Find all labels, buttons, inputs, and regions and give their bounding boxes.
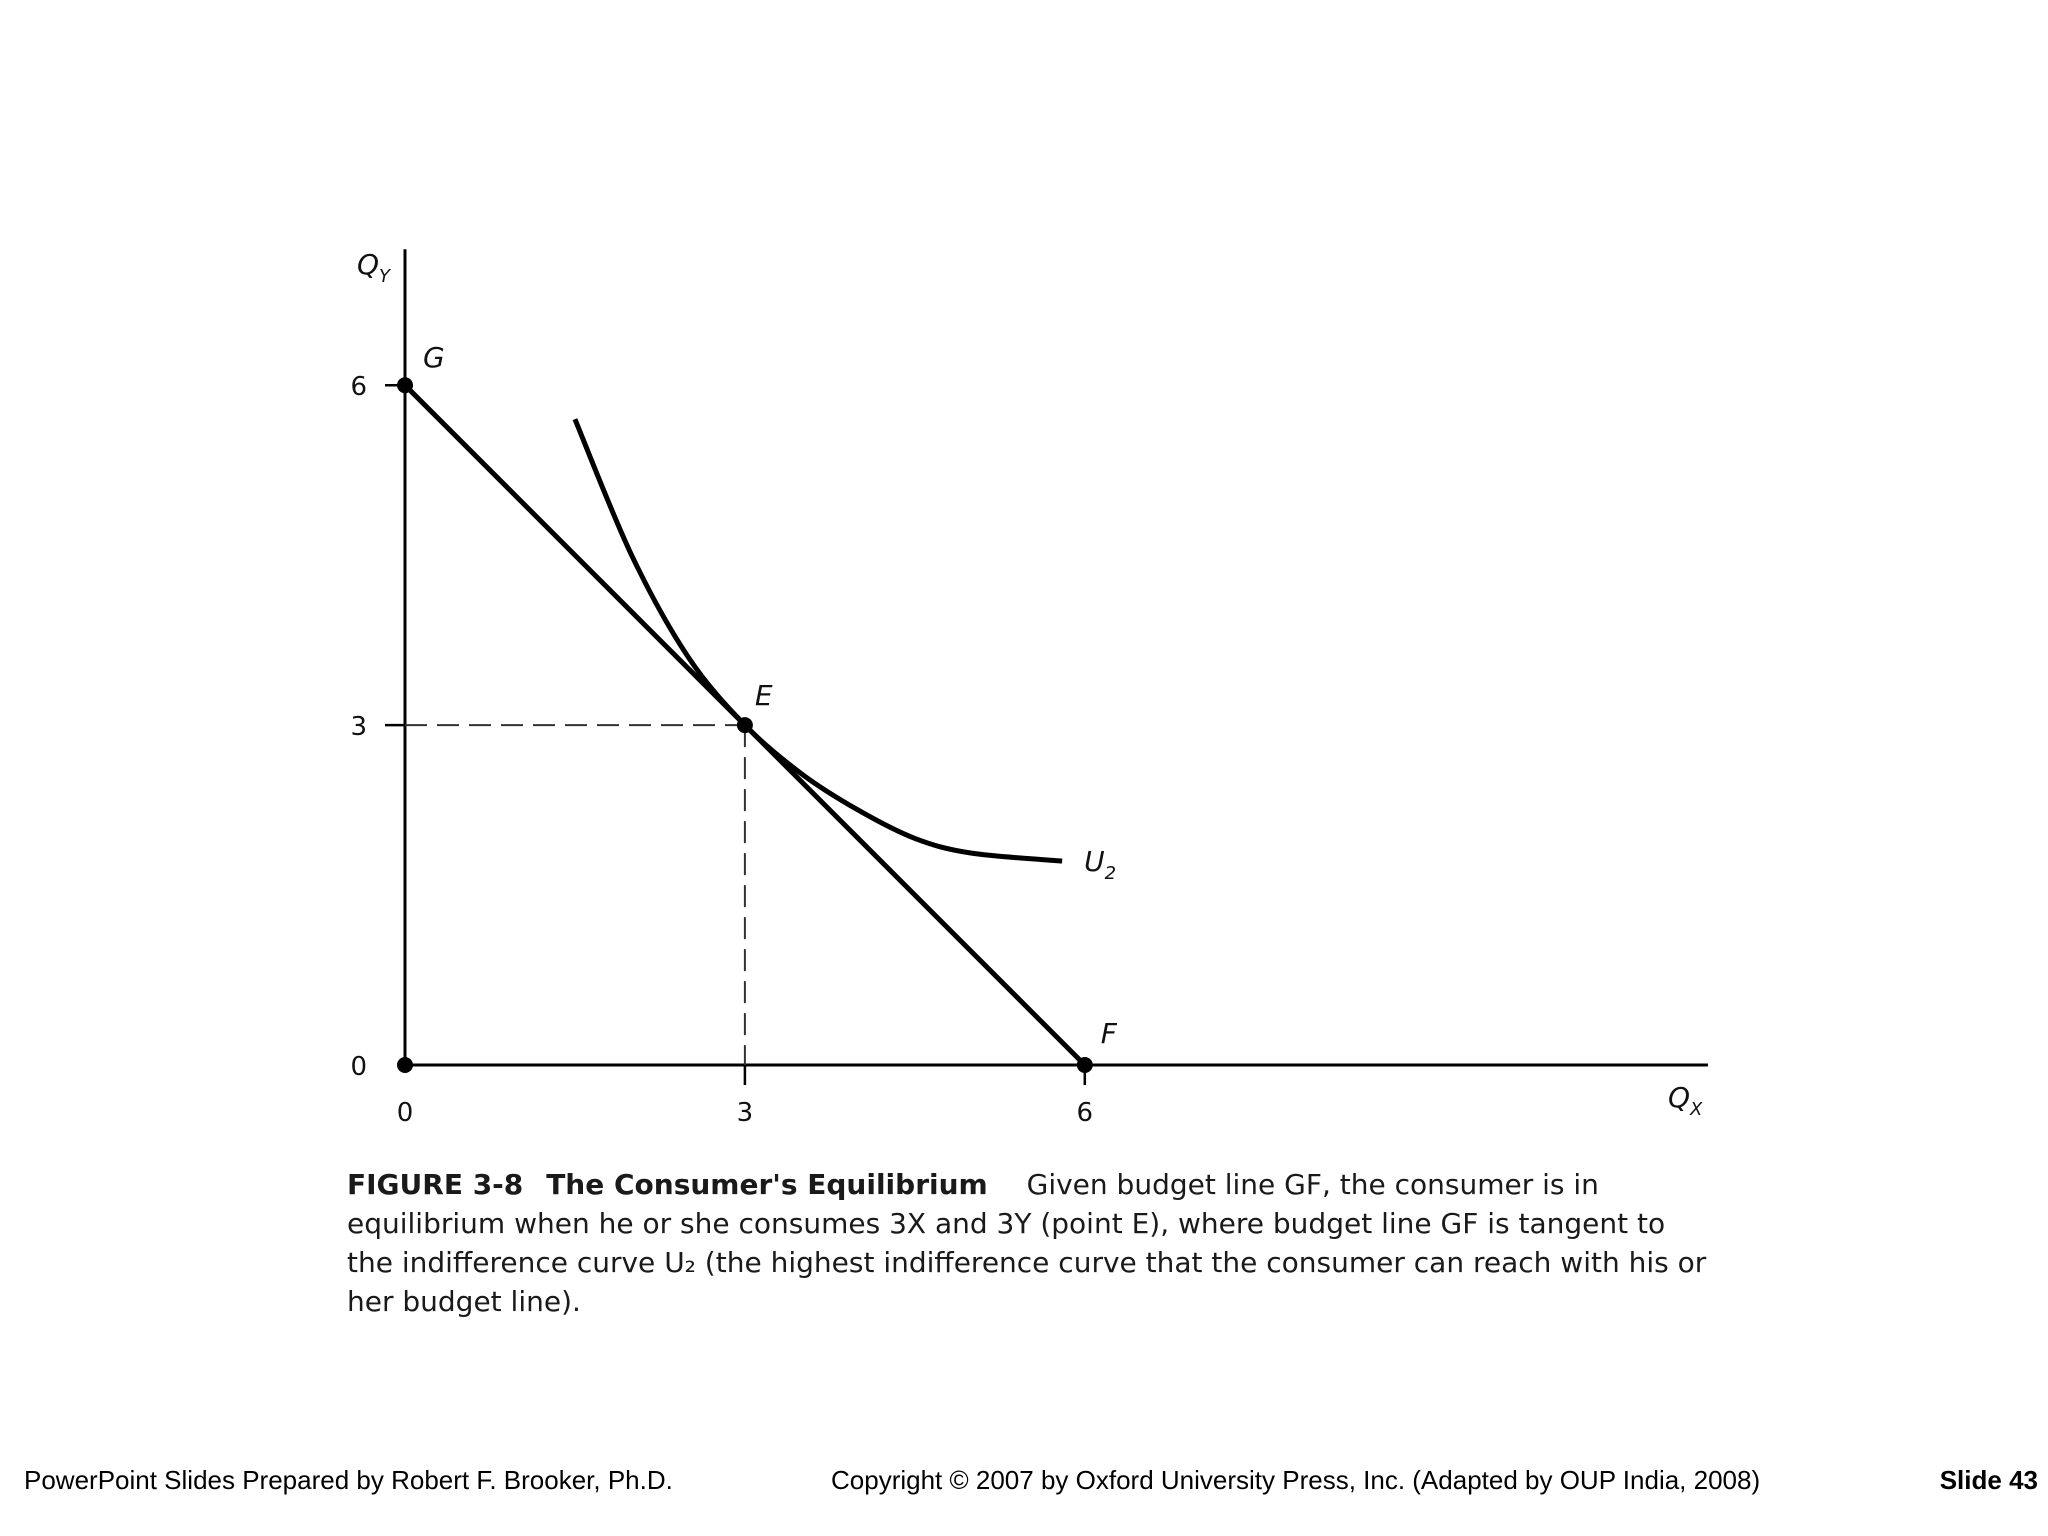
x-tick-label: 0 (397, 1098, 414, 1128)
figure-title: The Consumer's Equilibrium (546, 1168, 988, 1201)
point-label-e: E (755, 679, 773, 712)
curve-label-u2: U2 (1084, 845, 1116, 884)
x-tick-label: 3 (737, 1098, 754, 1128)
point-f (1076, 1057, 1093, 1073)
footer-copyright: Copyright © 2007 by Oxford University Pr… (831, 1465, 1761, 1495)
footer-author: PowerPoint Slides Prepared by Robert F. … (24, 1465, 673, 1495)
x-tick-label: 6 (1077, 1098, 1094, 1128)
y-tick-label: 6 (350, 372, 367, 402)
figure-caption: FIGURE 3-8 The Consumer's Equilibrium Gi… (347, 1165, 1717, 1321)
figure-id: FIGURE 3-8 (347, 1168, 524, 1201)
point-label-g: G (423, 341, 445, 374)
y-tick-label: 3 (350, 712, 367, 742)
indifference-curve (572, 418, 1063, 864)
point-origin (397, 1057, 413, 1073)
figure-caption-text: Given budget line GF, the consumer is in… (347, 1168, 1707, 1318)
slide-number: Slide 43 (1939, 1465, 2038, 1495)
consumer-equilibrium-chart: 0 3 6 0 3 6 QY QX U2 G E F (350, 248, 1708, 1128)
point-g (397, 377, 413, 394)
point-e (736, 717, 753, 734)
y-axis-label: QY (357, 248, 392, 287)
y-tick-label: 0 (350, 1052, 367, 1082)
x-axis-label: QX (1668, 1081, 1703, 1120)
point-label-f: F (1101, 1017, 1118, 1050)
